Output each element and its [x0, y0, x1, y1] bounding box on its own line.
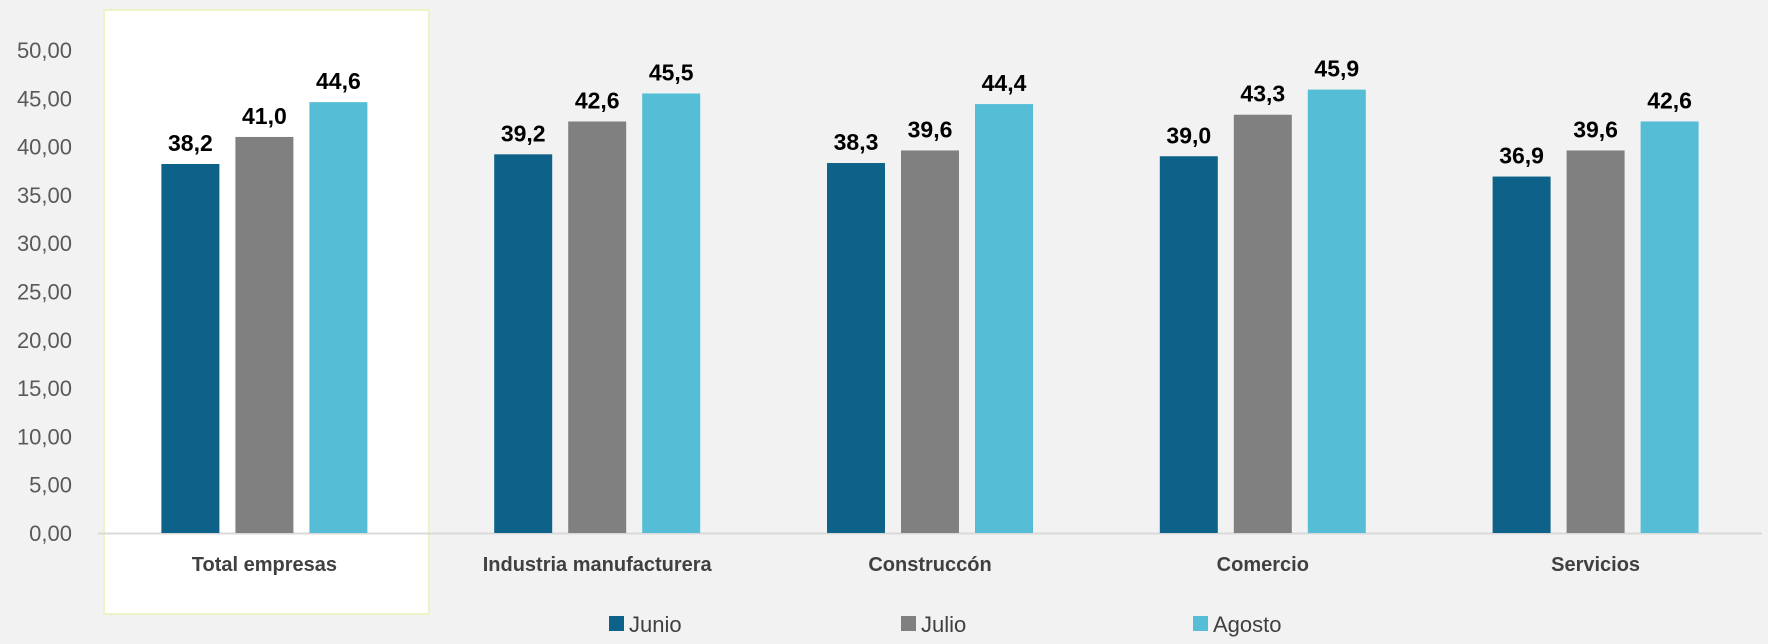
legend-swatch-agosto [1193, 616, 1208, 631]
bar-agosto [309, 102, 368, 533]
y-tick-label: 20,00 [17, 328, 72, 353]
legend-swatch-junio [609, 616, 624, 631]
y-tick-label: 15,00 [17, 376, 72, 401]
bar-junio [161, 163, 220, 533]
data-label: 42,6 [1647, 87, 1692, 113]
data-label: 39,6 [1573, 116, 1618, 142]
data-label: 38,2 [168, 130, 213, 156]
legend-label: Julio [921, 612, 966, 637]
y-tick-label: 40,00 [17, 135, 72, 160]
y-tick-label: 10,00 [17, 424, 72, 449]
category-label: Industria manufacturera [483, 554, 713, 576]
y-tick-label: 45,00 [17, 86, 72, 111]
y-tick-label: 50,00 [17, 38, 72, 63]
category-label: Total empresas [192, 554, 337, 576]
bar-julio [1566, 150, 1625, 534]
data-label: 39,0 [1166, 122, 1211, 148]
data-label: 39,6 [908, 116, 953, 142]
y-tick-label: 0,00 [29, 521, 72, 546]
y-tick-label: 5,00 [29, 473, 72, 498]
bar-julio [901, 150, 959, 534]
y-tick-label: 30,00 [17, 231, 72, 256]
data-label: 42,6 [575, 87, 620, 113]
data-label: 45,5 [649, 59, 694, 85]
bar-julio [235, 136, 294, 533]
data-label: 38,3 [834, 129, 879, 155]
data-label: 44,6 [316, 68, 361, 94]
bar-agosto [975, 104, 1033, 533]
y-tick-label: 35,00 [17, 183, 72, 208]
category-label: Comercio [1217, 554, 1309, 576]
bar-junio [1492, 176, 1551, 533]
data-label: 41,0 [242, 103, 287, 129]
bar-junio [494, 154, 553, 533]
y-tick-label: 25,00 [17, 280, 72, 305]
bar-agosto [642, 93, 701, 533]
data-label: 45,9 [1314, 56, 1359, 82]
data-label: 44,4 [982, 70, 1027, 96]
data-label: 36,9 [1499, 143, 1544, 169]
bar-agosto [1307, 89, 1366, 533]
data-label: 39,2 [501, 120, 546, 146]
category-label: Servicios [1551, 554, 1640, 576]
legend-label: Agosto [1213, 612, 1282, 637]
bar-junio [1159, 156, 1218, 533]
bar-julio [568, 121, 627, 533]
bar-agosto [1640, 121, 1699, 533]
bar-julio [1233, 114, 1292, 534]
legend-label: Junio [629, 612, 682, 637]
legend-swatch-julio [901, 616, 916, 631]
data-label: 43,3 [1240, 81, 1285, 107]
category-label: Construccón [868, 554, 991, 576]
bar-junio [827, 163, 885, 533]
